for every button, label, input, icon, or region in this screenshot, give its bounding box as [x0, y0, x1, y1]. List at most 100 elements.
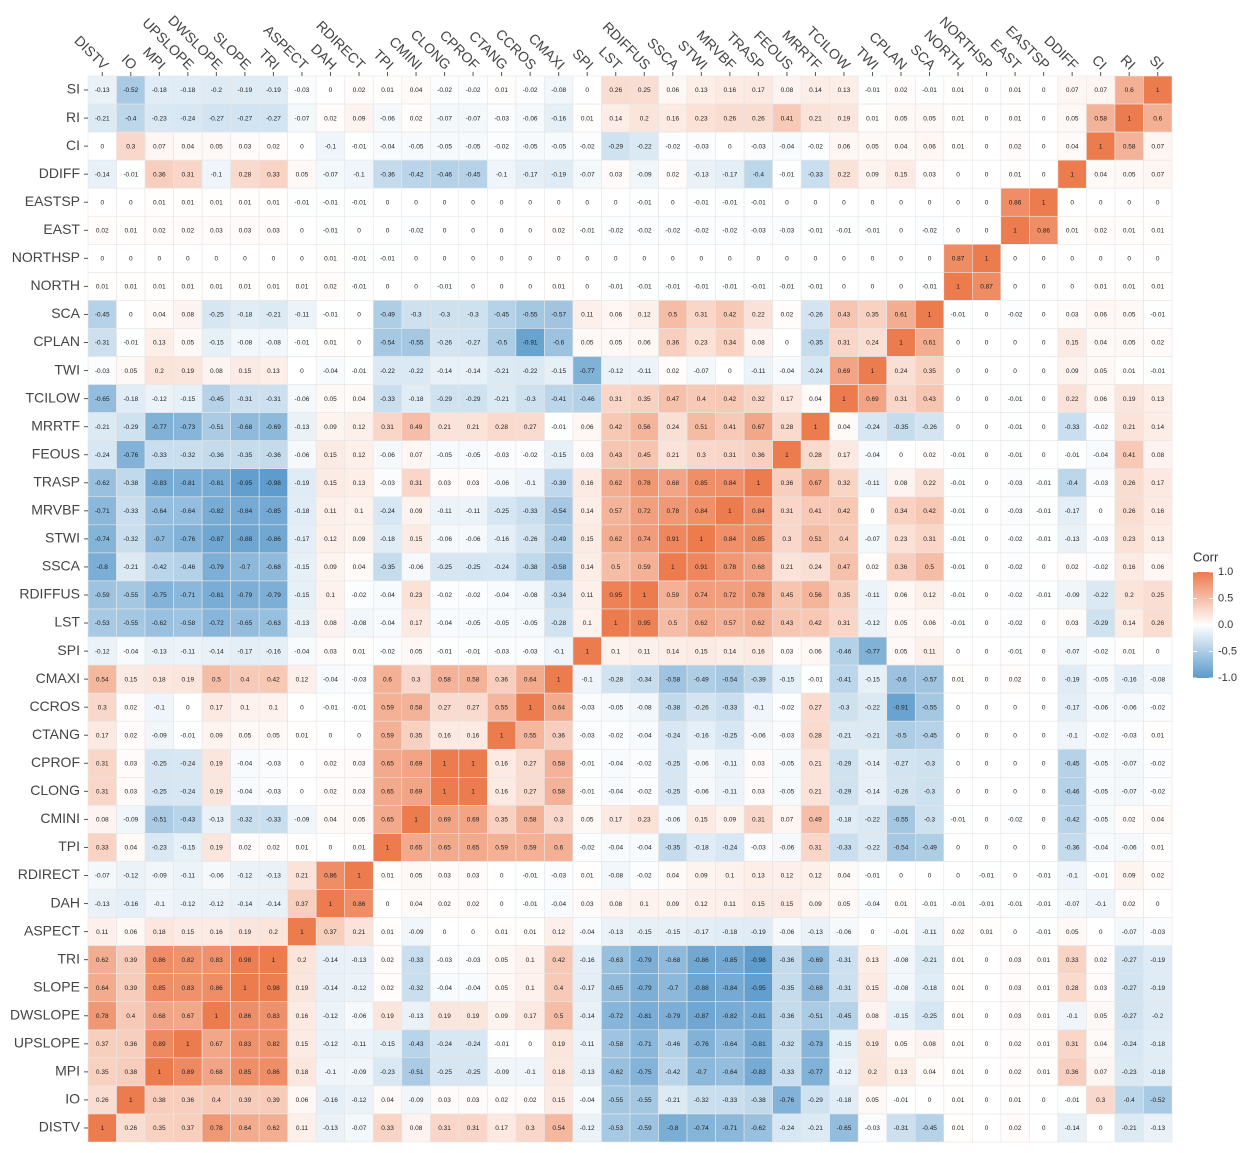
- cell: [1029, 636, 1059, 666]
- cell-value: 0.5: [668, 620, 677, 627]
- cell-value: 0.03: [438, 480, 451, 487]
- cell-value: -0.3: [439, 312, 451, 319]
- cell-value: -0.03: [580, 732, 595, 739]
- cell: [857, 524, 888, 554]
- cell-value: -0.11: [751, 368, 766, 375]
- cell-value: 0: [1042, 284, 1046, 291]
- cell-value: 0: [785, 340, 789, 347]
- cell-value: 0.02: [124, 704, 137, 711]
- cell-value: -0.32: [123, 536, 138, 543]
- cell: [772, 496, 802, 526]
- cell-value: -0.04: [608, 789, 623, 796]
- cell-value: 1: [614, 620, 618, 627]
- cell-value: 0.16: [666, 115, 679, 122]
- cell-value: 0: [1013, 789, 1017, 796]
- x-tick-label: SI: [1147, 52, 1168, 73]
- y-tick-label: DWSLOPE: [10, 1006, 80, 1022]
- cell: [857, 552, 888, 582]
- cell-value: -0.01: [694, 284, 709, 291]
- cell: [144, 328, 174, 357]
- cell-value: 0.1: [640, 901, 649, 908]
- cell-value: 0.36: [182, 1097, 195, 1104]
- cell-value: -0.03: [694, 143, 709, 150]
- cell-value: -0.36: [779, 1013, 794, 1020]
- cell: [857, 412, 888, 441]
- cell-value: -0.71: [180, 592, 195, 599]
- cell-value: -0.06: [409, 564, 424, 571]
- cell-value: 0.01: [381, 929, 394, 936]
- cell-value: 0.05: [1123, 340, 1136, 347]
- cell: [173, 244, 203, 273]
- cell-value: -0.26: [523, 536, 538, 543]
- cell: [1086, 75, 1116, 105]
- cell-value: -0.01: [951, 508, 966, 515]
- cell-value: -0.01: [1150, 312, 1165, 319]
- cell: [173, 720, 203, 750]
- cell-value: 0.01: [1009, 115, 1022, 122]
- cell-value: -0.35: [808, 340, 823, 347]
- cell: [144, 636, 174, 666]
- cell: [230, 244, 260, 273]
- cell-value: 0.03: [467, 480, 480, 487]
- cell: [87, 468, 117, 498]
- cell: [943, 496, 973, 526]
- cell-value: 0.01: [495, 929, 508, 936]
- cell-value: 0.21: [781, 564, 794, 571]
- cell-value: 0.43: [838, 312, 851, 319]
- cell-value: 0: [785, 199, 789, 206]
- cell-value: 0: [842, 199, 846, 206]
- cell-value: 0.05: [895, 115, 908, 122]
- cell-value: -0.86: [266, 536, 281, 543]
- cell-value: -0.02: [665, 228, 680, 235]
- cell-value: -0.01: [979, 901, 994, 908]
- cell-value: 0.35: [96, 1069, 109, 1076]
- cell-value: 0.41: [781, 115, 794, 122]
- cell-value: 0.01: [952, 143, 965, 150]
- cell: [1000, 159, 1030, 189]
- cell-value: -0.24: [865, 424, 880, 431]
- cell: [601, 300, 631, 329]
- cell-value: 0.15: [752, 901, 765, 908]
- cell-value: -0.01: [1008, 452, 1023, 459]
- cell: [344, 159, 374, 189]
- cell-value: -0.22: [865, 845, 880, 852]
- cell-value: -0.36: [1065, 845, 1080, 852]
- cell: [1143, 131, 1173, 161]
- cell: [372, 496, 403, 526]
- cell-value: 0.03: [239, 143, 252, 150]
- cell: [629, 75, 659, 105]
- cell-value: -0.79: [266, 592, 281, 599]
- cell-value: 0.04: [923, 1069, 936, 1076]
- cell-value: 0.23: [895, 536, 908, 543]
- cell-value: 0.02: [1009, 143, 1022, 150]
- cell-value: -0.04: [1093, 845, 1108, 852]
- cell-value: 0.13: [153, 340, 166, 347]
- cell: [715, 468, 745, 498]
- cell-value: 0.26: [124, 1125, 137, 1132]
- cell-value: -0.76: [123, 452, 138, 459]
- cell: [544, 524, 574, 554]
- cell-value: 0.58: [1094, 115, 1107, 122]
- cell-value: -0.55: [123, 592, 138, 599]
- cell-value: -0.43: [180, 817, 195, 824]
- cell: [401, 468, 431, 498]
- cell-value: -0.49: [551, 536, 566, 543]
- cell-value: 0.5: [554, 1013, 563, 1020]
- cell-value: -0.04: [237, 789, 252, 796]
- cell-value: 0: [985, 368, 989, 375]
- cell-value: 0.13: [752, 873, 765, 880]
- cell-value: 1: [899, 340, 903, 347]
- cell-value: -0.01: [123, 340, 138, 347]
- cell-value: 0.72: [724, 592, 737, 599]
- cell: [116, 468, 146, 498]
- cell-value: 0: [414, 284, 418, 291]
- cell-value: -0.18: [837, 1097, 852, 1104]
- cell-value: -0.08: [1150, 676, 1165, 683]
- cell-value: 0.14: [724, 648, 737, 655]
- cell-value: 0.68: [153, 1013, 166, 1020]
- cell-value: -0.05: [1093, 817, 1108, 824]
- cell-value: -0.01: [180, 732, 195, 739]
- cell-value: 0.05: [495, 957, 508, 964]
- cell-value: 0.31: [923, 536, 936, 543]
- cell: [372, 412, 403, 441]
